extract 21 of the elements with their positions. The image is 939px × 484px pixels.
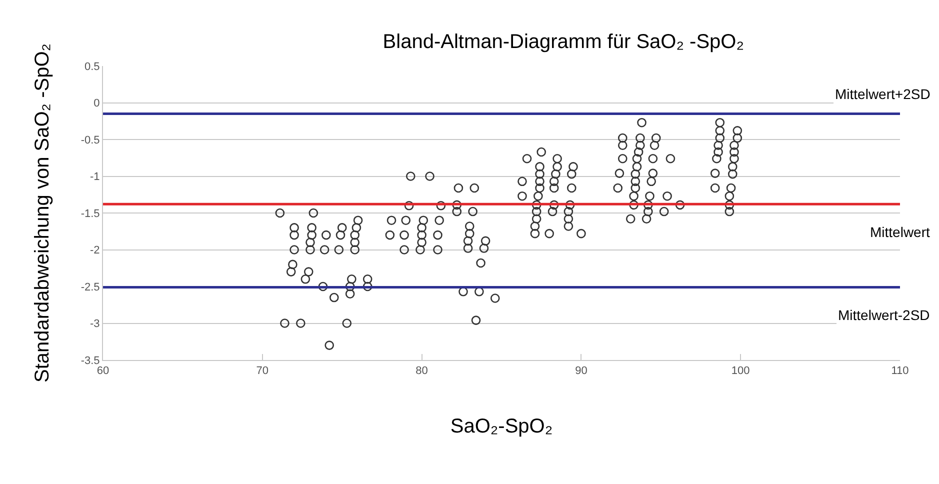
y-tick-label: -2.5 — [80, 281, 100, 294]
x-axis-title: SaO₂-SpO₂ — [450, 416, 553, 438]
ref-line-label: Mittelwert-2SD — [838, 307, 930, 323]
y-tick-label: -2 — [90, 244, 100, 257]
y-tick-label: -1 — [90, 171, 100, 184]
y-axis-title: Standardabweichung von SaO₂ -SpO₂ — [31, 43, 54, 383]
x-tick-label: 70 — [256, 365, 269, 378]
y-tick-label: -0.5 — [80, 134, 100, 146]
y-tick-label: 0 — [94, 98, 100, 110]
x-tick-label: 60 — [96, 365, 110, 378]
x-tick-label: 80 — [416, 365, 428, 378]
x-tick-label: 110 — [891, 365, 909, 378]
x-tick-label: 90 — [575, 365, 588, 378]
y-tick-label: -1.5 — [80, 208, 100, 220]
x-tick-label: 100 — [731, 365, 750, 378]
chart-title: Bland-Altman-Diagramm für SaO₂ -SpO₂ — [382, 30, 744, 53]
y-tick-label: -3.5 — [80, 354, 100, 367]
ref-line-label: Mittelwert — [870, 224, 930, 240]
y-tick-label: 0.5 — [84, 60, 100, 73]
y-tick-label: -3 — [90, 318, 100, 330]
ref-line-label: Mittelwert+2SD — [835, 86, 930, 102]
